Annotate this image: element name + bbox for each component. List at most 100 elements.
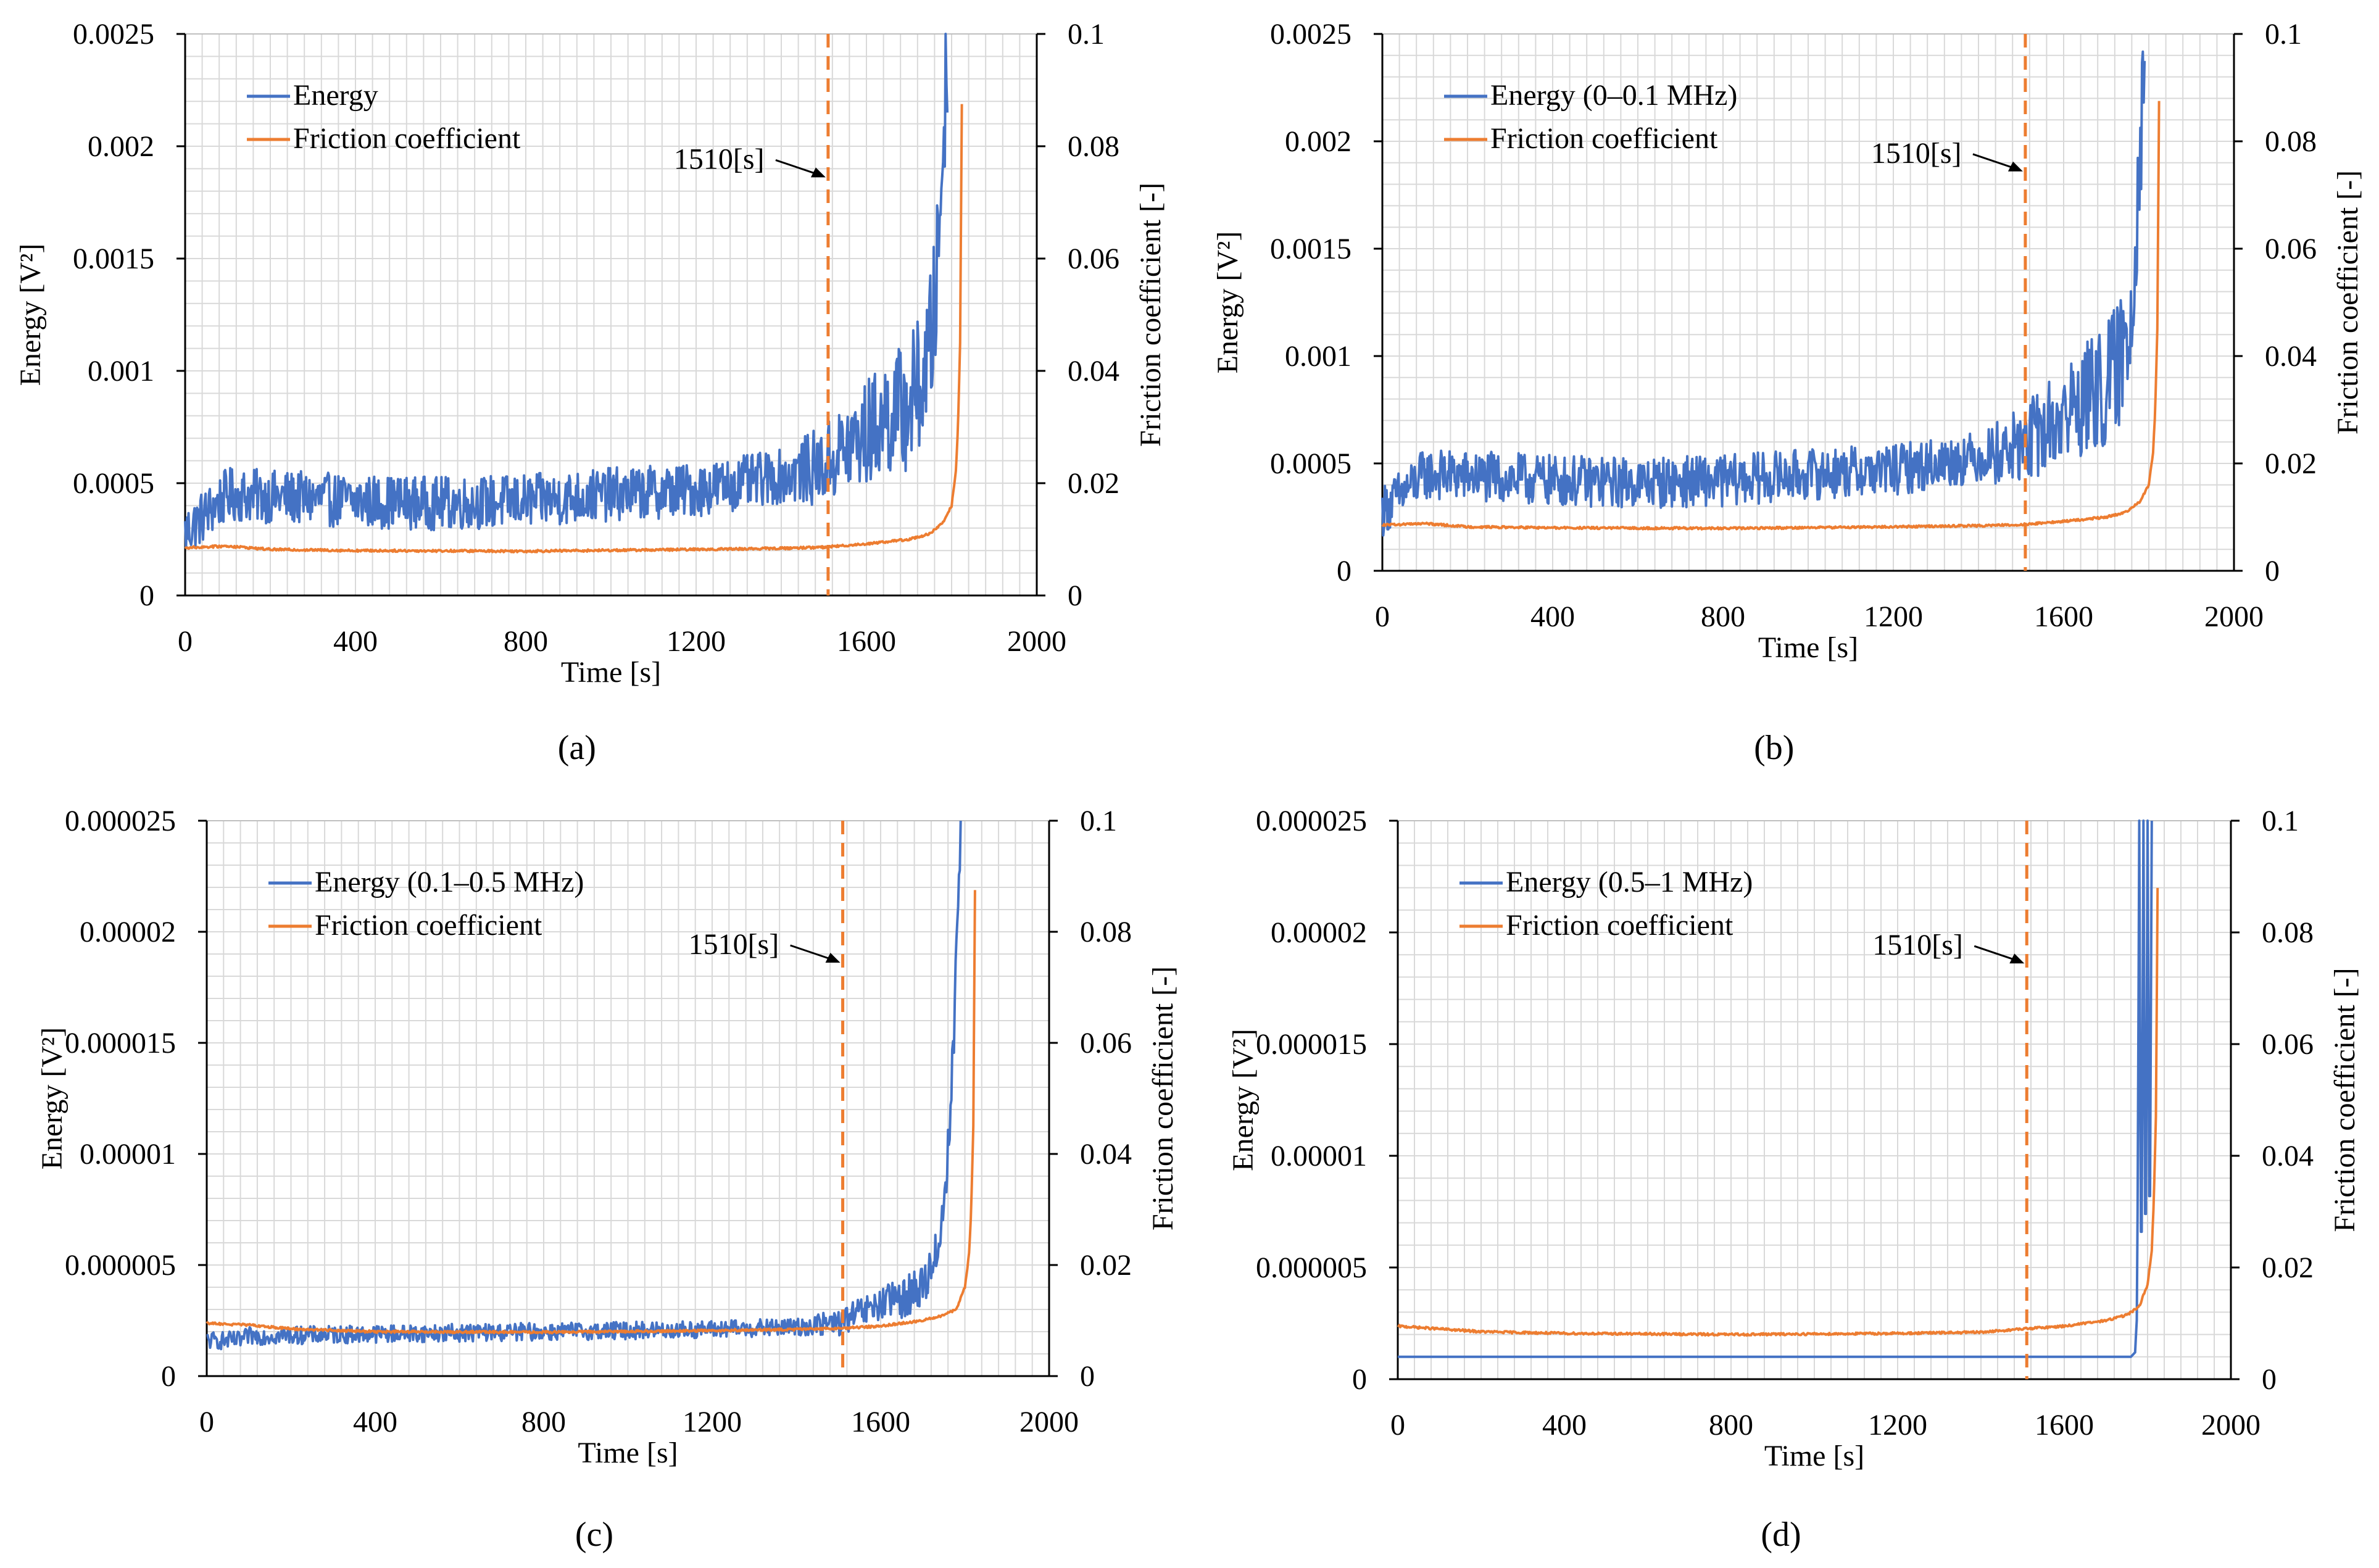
x-tick-label: 1600 <box>2034 600 2093 633</box>
x-tick-label: 2000 <box>1007 625 1066 658</box>
y-tick-label: 0.0025 <box>1270 18 1351 51</box>
x-tick-label: 1200 <box>666 625 726 658</box>
legend-entry: Friction coefficient <box>293 122 521 155</box>
y2-axis-title: Friction coefficient [-] <box>2331 170 2364 434</box>
y-axis-title: Energy [V²] <box>36 1027 69 1170</box>
y2-tick-label: 0.1 <box>2262 805 2299 837</box>
y2-tick-label: 0.04 <box>2265 340 2317 373</box>
y2-tick-label: 0.08 <box>1068 130 1119 163</box>
legend-entry: Friction coefficient <box>1506 909 1733 942</box>
chart-c: 0 400 800 1200 1600 200000.0000050.000010.000… <box>36 805 1179 1554</box>
x-tick-label: 800 <box>504 625 548 658</box>
y2-tick-label: 0.02 <box>2262 1251 2314 1284</box>
y2-tick-label: 0.04 <box>1068 355 1119 388</box>
x-tick-label: 400 <box>333 625 378 658</box>
chart-panel-c: 0 400 800 1200 1600 2000 0 0.000005 0.00001 0.000… <box>0 787 1182 1567</box>
legend-entry: Energy (0.5–1 MHz) <box>1506 866 1753 898</box>
annotation-label: 1510[s] <box>674 143 765 175</box>
y-tick-label: 0 <box>161 1360 176 1393</box>
y2-tick-label: 0.1 <box>1068 18 1105 51</box>
annotation-label: 1510[s] <box>1872 929 1963 961</box>
y2-tick-label: 0 <box>1080 1360 1095 1393</box>
y-tick-label: 0.0025 <box>73 18 154 51</box>
y-tick-label: 0.002 <box>88 130 154 163</box>
chart-panel-b: 0 400 800 1200 1600 2000 0 0.0005 0.001 0.0015 0.0… <box>1197 0 2379 781</box>
y2-tick-label: 0 <box>2265 555 2280 587</box>
y-tick-label: 0.0015 <box>1270 233 1351 265</box>
x-tick-label: 400 <box>353 1406 397 1438</box>
y2-tick-label: 0.06 <box>1080 1027 1132 1060</box>
series-line-friction <box>206 890 976 1335</box>
y2-tick-label: 0.08 <box>2262 916 2314 949</box>
x-tick-label: 400 <box>1542 1409 1587 1441</box>
series-line-energy <box>206 820 962 1351</box>
y2-axis-title: Friction coefficient [-] <box>2328 968 2361 1232</box>
y-tick-label: 0.0005 <box>73 467 154 500</box>
chart-a: 0 400 800 1200 1600 200000.00050.0010.00150.0… <box>14 18 1167 767</box>
annotation-arrow <box>790 944 835 961</box>
x-tick-label: 1600 <box>851 1406 910 1438</box>
y2-tick-label: 0.08 <box>2265 125 2317 158</box>
y2-tick-label: 0.04 <box>2262 1140 2314 1172</box>
y-tick-label: 0.0015 <box>73 243 154 275</box>
series-line-friction <box>184 104 963 554</box>
grid <box>1397 820 2232 1380</box>
series-line-friction <box>1381 101 2161 531</box>
annotation-arrow <box>1972 153 2017 170</box>
x-tick-label: 2000 <box>2201 1409 2261 1441</box>
y2-tick-label: 0.02 <box>1068 467 1119 500</box>
series-line-energy <box>1381 50 2146 537</box>
legend-entry: Energy <box>293 79 378 112</box>
legend-entry: Energy (0.1–0.5 MHz) <box>315 866 584 898</box>
chart-panel-a: 0 400 800 1200 1600 2000 0 0.0005 0.001 0.0015 0.0… <box>0 0 1182 781</box>
panel-caption: (d) <box>1761 1516 1801 1554</box>
annotation-arrowhead <box>2007 161 2023 172</box>
y2-tick-label: 0.1 <box>1080 805 1117 837</box>
y-tick-label: 0.000025 <box>1256 805 1367 837</box>
y-tick-label: 0.00001 <box>1271 1140 1367 1172</box>
y2-tick-label: 0 <box>1068 579 1082 612</box>
y-tick-label: 0.000015 <box>1256 1028 1367 1061</box>
y-tick-label: 0.001 <box>88 355 154 388</box>
y-tick-label: 0.000025 <box>65 805 176 837</box>
x-tick-label: 1600 <box>837 625 896 658</box>
legend-entry: Energy (0–0.1 MHz) <box>1490 79 1737 112</box>
x-axis-title: Time [s] <box>578 1437 678 1469</box>
x-tick-label: 1200 <box>1868 1409 1927 1441</box>
annotation-label: 1510[s] <box>1871 137 1962 170</box>
x-tick-label: 2000 <box>2204 600 2264 633</box>
y-tick-label: 0.002 <box>1285 125 1351 158</box>
annotation-arrowhead <box>2009 953 2025 964</box>
x-tick-label: 1200 <box>683 1406 742 1438</box>
y-axis-title: Energy [V²] <box>14 244 47 386</box>
x-tick-label: 0 <box>1390 1409 1405 1441</box>
y2-tick-label: 0 <box>2262 1363 2277 1396</box>
annotation-arrowhead <box>825 953 841 963</box>
y2-tick-label: 0.1 <box>2265 18 2302 51</box>
legend-entry: Friction coefficient <box>1490 122 1718 155</box>
x-tick-label: 1600 <box>2035 1409 2094 1441</box>
y2-tick-label: 0.02 <box>2265 447 2317 480</box>
y2-tick-label: 0.08 <box>1080 916 1132 948</box>
y-tick-label: 0.001 <box>1285 340 1351 373</box>
x-tick-label: 0 <box>199 1406 214 1438</box>
chart-panel-d: 0 400 800 1200 1600 2000 0 0.000005 0.00001 0.000… <box>1197 787 2379 1567</box>
series-line-energy <box>184 33 949 549</box>
y2-axis-title: Friction coefficient [-] <box>1134 183 1167 447</box>
x-tick-label: 800 <box>1709 1409 1753 1441</box>
y-axis-title: Energy [V²] <box>1227 1029 1260 1171</box>
y2-tick-label: 0.06 <box>1068 243 1119 275</box>
y2-tick-label: 0.06 <box>2262 1028 2314 1061</box>
annotation-label: 1510[s] <box>689 928 779 961</box>
annotation-arrow <box>1974 945 2019 962</box>
x-axis-title: Time [s] <box>1764 1440 1864 1472</box>
annotation-arrowhead <box>810 167 826 178</box>
x-axis-title: Time [s] <box>561 656 661 689</box>
y-tick-label: 0.000005 <box>1256 1251 1367 1284</box>
x-tick-label: 800 <box>1701 600 1745 633</box>
x-tick-label: 0 <box>1375 600 1390 633</box>
x-tick-label: 1200 <box>1864 600 1923 633</box>
y-tick-label: 0.00002 <box>1271 916 1367 949</box>
panel-caption: (b) <box>1754 729 1794 767</box>
series-line-friction <box>1397 887 2159 1337</box>
